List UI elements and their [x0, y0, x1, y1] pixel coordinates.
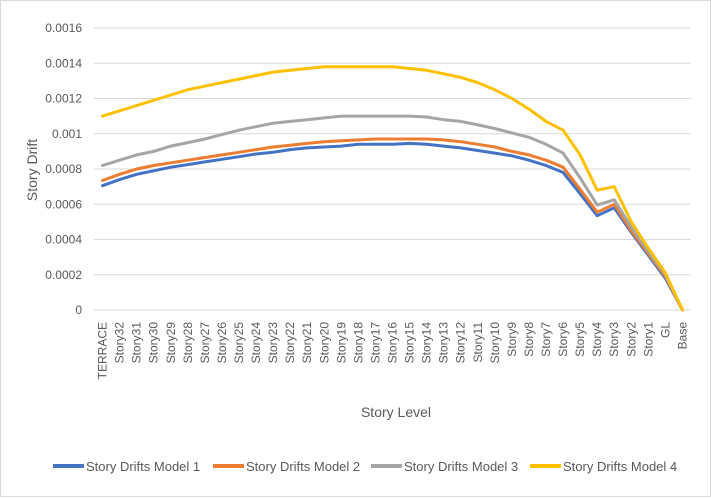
x-axis-title: Story Level	[361, 404, 431, 420]
x-tick-label: Story9	[505, 322, 519, 357]
x-tick-label: Story3	[607, 322, 621, 357]
legend-label-model-3: Story Drifts Model 3	[404, 459, 518, 474]
x-tick-label: Story7	[539, 322, 553, 357]
x-tick-label: Story25	[232, 322, 246, 364]
x-tick-label: Story21	[300, 322, 314, 364]
series-line-model-4	[101, 65, 684, 312]
y-tick-label: 0.0008	[45, 162, 82, 176]
x-tick-label: Story27	[198, 322, 212, 364]
y-tick-label: 0.001	[52, 127, 82, 141]
x-tick-label: Story23	[266, 322, 280, 364]
x-tick-label: Story8	[522, 322, 536, 357]
series-line-model-3	[101, 114, 684, 312]
x-tick-label: TERRACE	[96, 322, 110, 379]
x-tick-label: Story24	[249, 322, 263, 364]
y-tick-label: 0	[75, 303, 82, 317]
x-tick-label: Story16	[386, 322, 400, 364]
y-axis-ticks: 0 0.0002 0.0004 0.0006 0.0008 0.001 0.0012 0.00…	[45, 21, 82, 317]
x-tick-label: Story14	[420, 322, 434, 364]
x-tick-label: Story2	[624, 322, 638, 357]
x-tick-label: Story18	[351, 322, 365, 364]
x-tick-label: Story6	[556, 322, 570, 357]
x-tick-label: Story1	[641, 322, 655, 357]
x-axis-ticks: TERRACE Story32 Story31 Story30 Story29 Story…	[96, 322, 690, 380]
x-tick-label: Story31	[130, 322, 144, 364]
y-tick-label: 0.0016	[45, 21, 82, 35]
series-lines	[101, 65, 684, 312]
legend-label-model-4: Story Drifts Model 4	[563, 459, 677, 474]
y-tick-label: 0.0014	[45, 56, 82, 70]
x-tick-label: Story19	[334, 322, 348, 364]
y-tick-label: 0.0002	[45, 268, 82, 282]
x-tick-label: Story26	[215, 322, 229, 364]
x-tick-label: Story4	[590, 322, 604, 357]
legend-label-model-1: Story Drifts Model 1	[86, 459, 200, 474]
x-tick-label: GL	[658, 322, 672, 338]
y-axis-title: Story Drift	[24, 139, 40, 201]
x-tick-label: Story20	[317, 322, 331, 364]
x-tick-label: Story12	[454, 322, 468, 364]
x-tick-label: Story13	[437, 322, 451, 364]
x-tick-label: Story28	[181, 322, 195, 364]
x-tick-label: Story30	[147, 322, 161, 364]
x-tick-label: Story17	[368, 322, 382, 364]
x-tick-label: Story11	[471, 322, 485, 363]
y-tick-label: 0.0012	[45, 92, 82, 106]
y-tick-label: 0.0004	[45, 233, 82, 247]
x-tick-label: Story32	[113, 322, 127, 364]
x-tick-label: Base	[675, 322, 689, 350]
y-tick-label: 0.0006	[45, 197, 82, 211]
series-line-model-2	[101, 137, 684, 312]
legend: Story Drifts Model 1 Story Drifts Model 2…	[53, 459, 677, 474]
legend-label-model-2: Story Drifts Model 2	[246, 459, 360, 474]
series-line-model-1	[101, 141, 684, 312]
x-tick-label: Story29	[164, 322, 178, 364]
x-tick-label: Story10	[488, 322, 502, 364]
x-tick-label: Story15	[403, 322, 417, 364]
gridlines	[94, 27, 691, 311]
x-tick-label: Story5	[573, 322, 587, 357]
x-tick-label: Story22	[283, 322, 297, 364]
